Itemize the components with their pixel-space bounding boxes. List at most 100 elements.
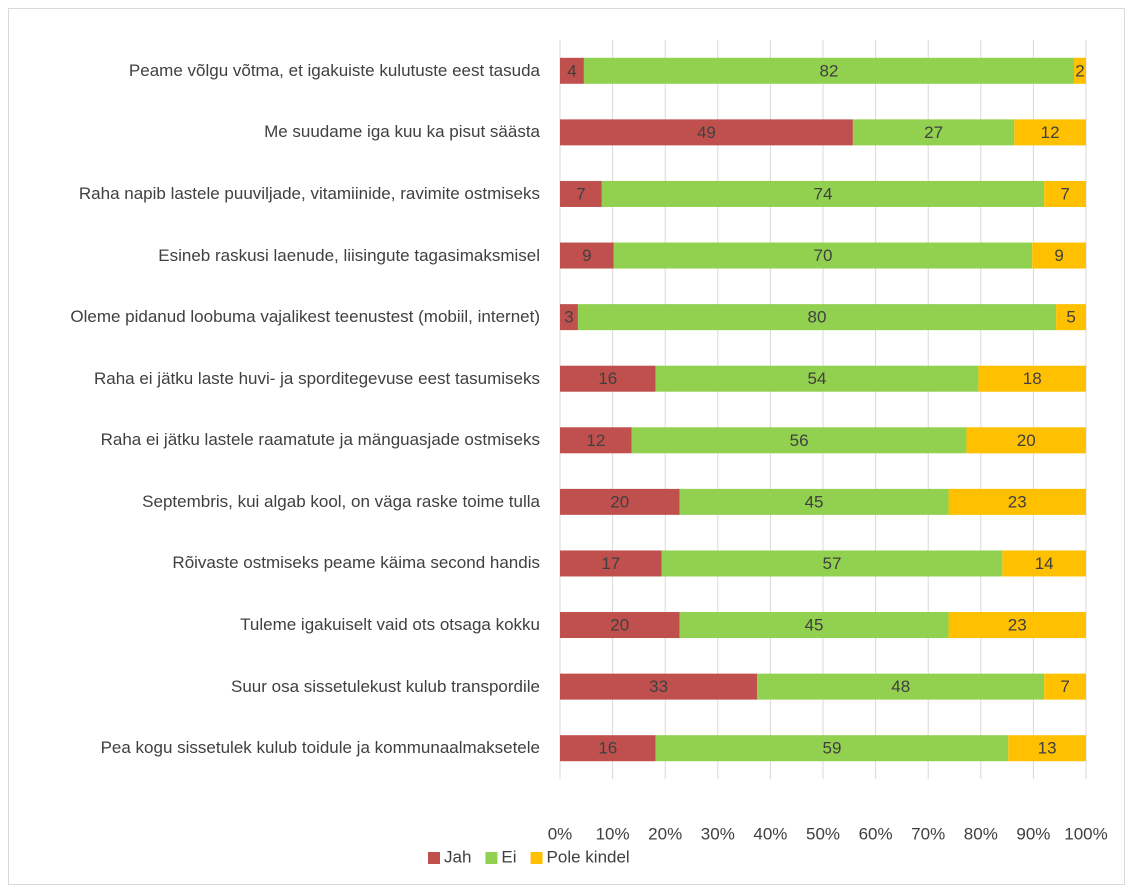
bar-segment bbox=[655, 735, 1009, 762]
category-label: Peame võlgu võtma, et igakuiste kulutust… bbox=[128, 60, 540, 80]
bar-segment bbox=[577, 304, 1057, 331]
x-tick-label: 100% bbox=[1064, 824, 1107, 843]
bar-segment bbox=[560, 612, 680, 639]
bar-segment bbox=[631, 427, 967, 454]
bar-segment bbox=[978, 365, 1086, 392]
category-label: Rõivaste ostmiseks peame käima second ha… bbox=[172, 553, 540, 573]
data-label: 27 bbox=[924, 123, 943, 142]
data-label: 23 bbox=[1008, 616, 1027, 635]
category-label: Raha ei jätku laste huvi- ja sporditegev… bbox=[93, 368, 540, 388]
bar-segment bbox=[655, 365, 979, 392]
bar-segment bbox=[1074, 57, 1086, 84]
data-label: 20 bbox=[610, 492, 629, 511]
bar-segment bbox=[1056, 304, 1086, 331]
category-label: Me suudame iga kuu ka pisut säästa bbox=[264, 122, 540, 142]
bar-segment bbox=[560, 488, 680, 515]
data-label: 20 bbox=[1017, 431, 1036, 450]
x-tick-label: 90% bbox=[1016, 824, 1050, 843]
legend-label: Jah bbox=[444, 847, 471, 866]
data-label: 5 bbox=[1066, 308, 1075, 327]
bar-segment bbox=[679, 612, 949, 639]
category-label: Oleme pidanud loobuma vajalikest teenust… bbox=[70, 307, 540, 327]
x-tick-label: 0% bbox=[548, 824, 573, 843]
x-tick-label: 30% bbox=[701, 824, 735, 843]
data-label: 2 bbox=[1075, 61, 1084, 80]
legend-label: Pole kindel bbox=[547, 847, 630, 866]
category-label: Tuleme igakuiselt vaid ots otsaga kokku bbox=[240, 615, 540, 635]
data-label: 18 bbox=[1023, 369, 1042, 388]
bar-segment bbox=[1044, 180, 1086, 207]
bar-segment bbox=[583, 57, 1075, 84]
data-label: 80 bbox=[808, 308, 827, 327]
x-tick-label: 60% bbox=[859, 824, 893, 843]
data-label: 17 bbox=[601, 554, 620, 573]
bar-segment bbox=[661, 550, 1003, 577]
bar-segment bbox=[601, 180, 1045, 207]
x-tick-label: 70% bbox=[911, 824, 945, 843]
bar-segment bbox=[560, 242, 614, 269]
bar-segment bbox=[679, 488, 949, 515]
bar-segment bbox=[1044, 673, 1086, 700]
bar-segment bbox=[852, 119, 1015, 146]
data-label: 16 bbox=[598, 739, 617, 758]
bar-segment bbox=[1014, 119, 1086, 146]
bar-segment bbox=[560, 119, 853, 146]
category-label: Suur osa sissetulekust kulub transpordil… bbox=[231, 676, 540, 696]
category-label: Septembris, kui algab kool, on väga rask… bbox=[142, 491, 540, 511]
legend-label: Ei bbox=[501, 847, 516, 866]
category-label: Raha ei jätku lastele raamatute ja mängu… bbox=[100, 430, 540, 450]
x-tick-label: 80% bbox=[964, 824, 998, 843]
data-label: 9 bbox=[582, 246, 591, 265]
x-tick-label: 20% bbox=[648, 824, 682, 843]
data-label: 20 bbox=[610, 616, 629, 635]
data-label: 57 bbox=[823, 554, 842, 573]
data-label: 45 bbox=[805, 616, 824, 635]
data-label: 13 bbox=[1038, 739, 1057, 758]
data-label: 45 bbox=[805, 492, 824, 511]
data-label: 7 bbox=[576, 184, 585, 203]
legend-swatch bbox=[485, 852, 498, 864]
bar-segment bbox=[560, 735, 656, 762]
data-label: 74 bbox=[814, 184, 833, 203]
x-tick-label: 50% bbox=[806, 824, 840, 843]
bar-segment bbox=[560, 673, 758, 700]
data-label: 23 bbox=[1008, 492, 1027, 511]
data-label: 9 bbox=[1054, 246, 1063, 265]
bar-segment bbox=[757, 673, 1045, 700]
data-label: 4 bbox=[567, 61, 576, 80]
bar-segment bbox=[560, 304, 578, 331]
data-label: 7 bbox=[1060, 677, 1069, 696]
legend-swatch bbox=[428, 852, 440, 864]
bar-segment bbox=[560, 427, 632, 454]
data-label: 33 bbox=[649, 677, 668, 696]
data-label: 12 bbox=[1041, 123, 1060, 142]
bar-segment bbox=[948, 488, 1086, 515]
bar-segment bbox=[1008, 735, 1086, 762]
bar-segment bbox=[1032, 242, 1086, 269]
bar-segment bbox=[560, 365, 656, 392]
data-label: 59 bbox=[823, 739, 842, 758]
data-label: 16 bbox=[598, 369, 617, 388]
bar-segment bbox=[948, 612, 1086, 639]
category-label: Raha napib lastele puuviljade, vitamiini… bbox=[78, 183, 540, 203]
legend-swatch bbox=[530, 852, 543, 864]
data-label: 48 bbox=[891, 677, 910, 696]
data-label: 7 bbox=[1060, 184, 1069, 203]
data-label: 49 bbox=[697, 123, 716, 142]
category-label: Pea kogu sissetulek kulub toidule ja kom… bbox=[100, 738, 540, 758]
data-label: 82 bbox=[820, 61, 839, 80]
data-label: 56 bbox=[790, 431, 809, 450]
data-label: 70 bbox=[814, 246, 833, 265]
data-label: 3 bbox=[564, 308, 573, 327]
category-label: Esineb raskusi laenude, liisingute tagas… bbox=[158, 245, 540, 265]
x-tick-label: 10% bbox=[596, 824, 630, 843]
bar-segment bbox=[966, 427, 1086, 454]
data-label: 14 bbox=[1035, 554, 1054, 573]
bar-segment bbox=[560, 180, 602, 207]
data-label: 12 bbox=[586, 431, 605, 450]
bar-segment bbox=[560, 57, 584, 84]
bar-segment bbox=[1002, 550, 1086, 577]
bar-segment bbox=[560, 550, 662, 577]
